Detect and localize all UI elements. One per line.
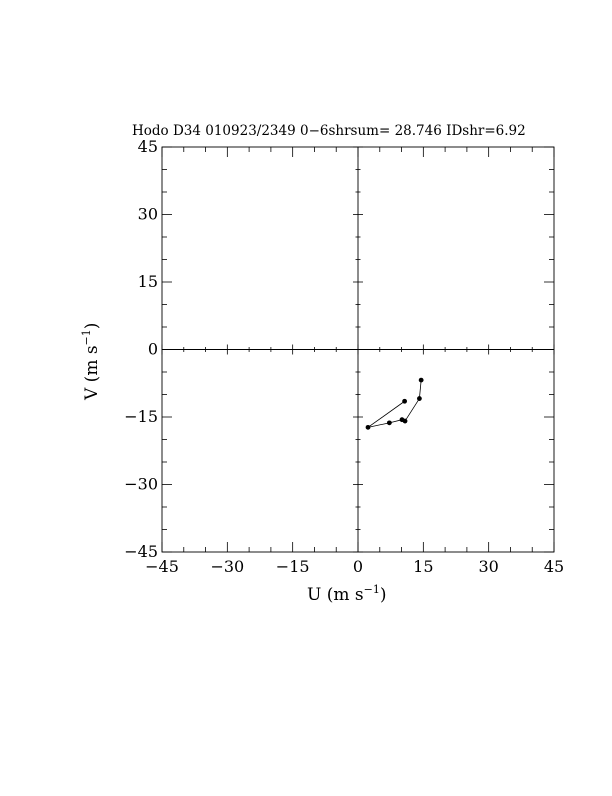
y-tick-label: 0 (148, 340, 158, 359)
y-axis-label-close: ) (82, 323, 102, 330)
y-tick-label: −15 (124, 407, 158, 426)
x-tick-label: 15 (413, 557, 433, 576)
x-tick-label: −15 (276, 557, 310, 576)
chart-title: Hodo D34 010923/2349 0−6shrsum= 28.746 I… (132, 123, 526, 139)
hodograph-trace (367, 380, 422, 428)
x-tick-label: 0 (353, 557, 363, 576)
x-axis-label-exponent: −1 (364, 583, 380, 596)
x-tick-label: −45 (145, 557, 179, 576)
hodograph-point-1 (418, 377, 424, 383)
y-tick-label: −45 (124, 542, 158, 561)
tick-labels: −45−45 −30 −30 −15 −15 0 0 15 15 30 30 45 45 (124, 137, 564, 576)
plot-frame (161, 146, 555, 553)
y-tick-label: 45 (138, 137, 158, 156)
y-axis-label-main: V (m s (82, 345, 102, 401)
x-tick-label: −30 (210, 557, 244, 576)
y-tick-label: 15 (138, 272, 158, 291)
hodograph-point-4 (399, 417, 405, 423)
x-axis-label: U (m s−1) (307, 583, 386, 605)
hodograph-point-6 (365, 424, 371, 430)
hodograph-points (365, 377, 424, 430)
y-axis-label-exponent: −1 (80, 329, 93, 345)
y-axis-label: V (m s−1) (80, 323, 102, 401)
hodograph-point-7 (402, 398, 408, 404)
y-tick-label: 30 (138, 205, 158, 224)
hodograph-point-2 (417, 396, 422, 401)
y-tick-label: −30 (124, 475, 158, 494)
x-axis-label-close: ) (380, 585, 387, 605)
x-tick-label: 45 (544, 557, 564, 576)
x-tick-label: 30 (478, 557, 498, 576)
hodograph-point-5 (386, 420, 392, 426)
x-axis-label-main: U (m s (307, 585, 364, 605)
